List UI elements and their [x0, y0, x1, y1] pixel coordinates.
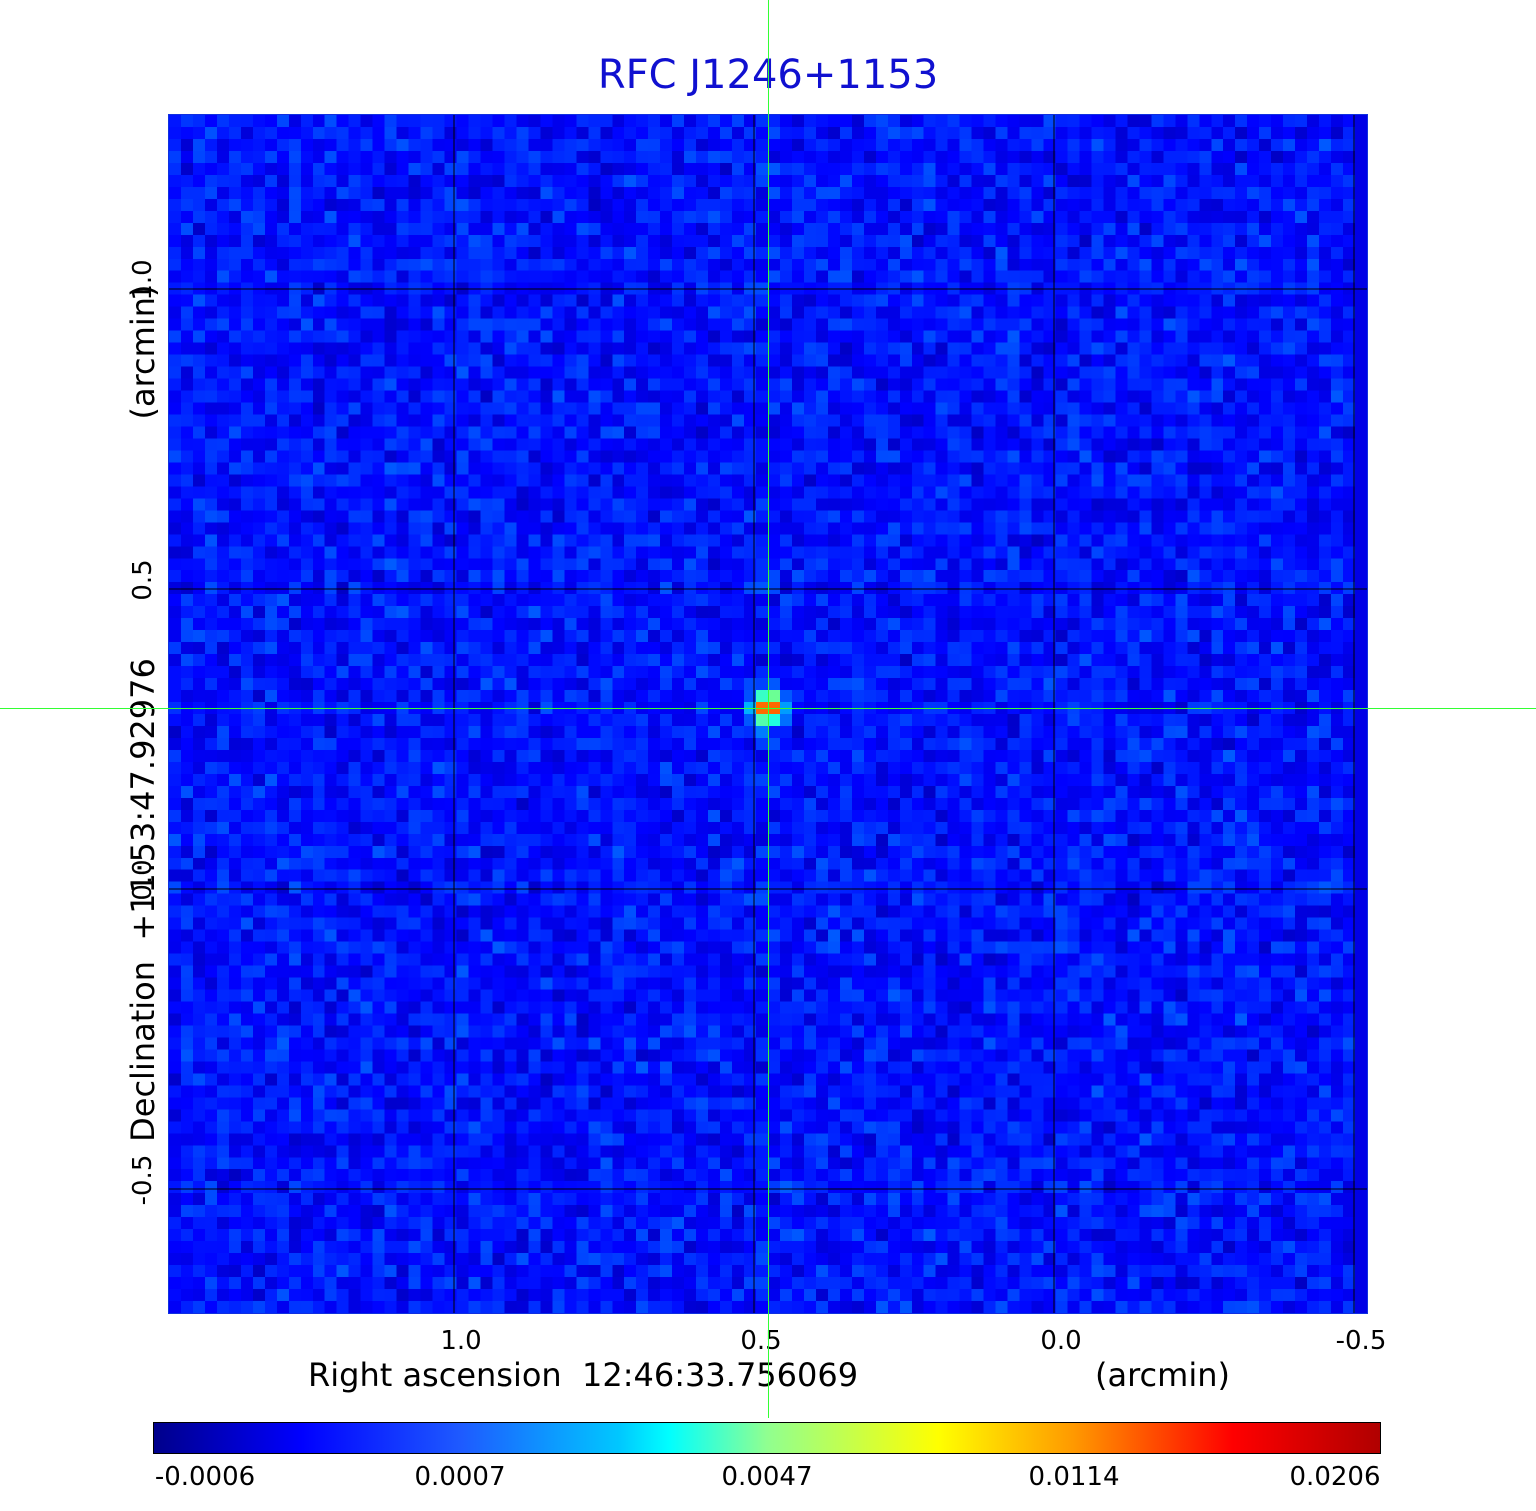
colorbar — [153, 1422, 1381, 1454]
crosshair-vertical-line — [768, 0, 769, 1418]
y-axis-unit: (arcmin) — [124, 284, 162, 420]
y-tick-label: 0.5 — [128, 559, 158, 601]
y-tick-label: -0.5 — [128, 1154, 158, 1206]
grid-overlay — [169, 115, 1367, 1313]
colorbar-tick-label: 0.0047 — [721, 1462, 813, 1492]
colorbar-tick-label: 0.0114 — [1028, 1462, 1120, 1492]
y-axis-label: Declination +11:53:47.92976 — [124, 658, 162, 1142]
x-tick-label: 0.5 — [740, 1326, 782, 1356]
x-axis-label: Right ascension 12:46:33.756069 — [308, 1356, 859, 1394]
x-tick-label: -0.5 — [1335, 1326, 1387, 1356]
colorbar-tick-label: 0.0007 — [414, 1462, 506, 1492]
chart-title: RFC J1246+1153 — [597, 52, 939, 98]
x-tick-label: 0.0 — [1040, 1326, 1082, 1356]
crosshair-horizontal-line — [0, 708, 1536, 709]
colorbar-tick-label: 0.0206 — [1289, 1462, 1381, 1492]
x-tick-label: 1.0 — [440, 1326, 482, 1356]
x-axis-unit: (arcmin) — [1095, 1356, 1230, 1394]
colorbar-tick-label: -0.0006 — [154, 1462, 256, 1492]
